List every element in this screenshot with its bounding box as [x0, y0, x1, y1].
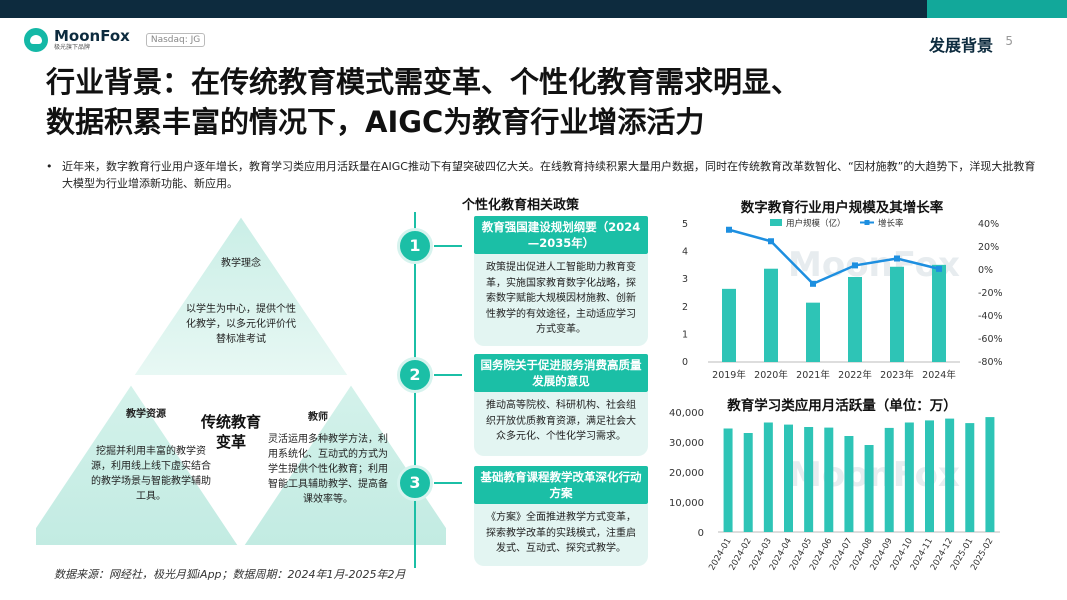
policy-connector-2 — [434, 374, 462, 376]
policy-number-1: 1 — [397, 228, 433, 264]
chart1-bar — [890, 266, 904, 362]
pyramid-center-triangle — [131, 382, 351, 547]
chart2-bar — [784, 424, 793, 532]
chart2-bar — [804, 427, 814, 532]
chart2-y-tick: 10,000 — [669, 498, 704, 509]
logo-subtitle: 极光旗下品牌 — [54, 44, 91, 51]
moonfox-logo-icon — [24, 28, 48, 52]
chart1-yright-tick: -40% — [978, 311, 1003, 322]
policy-header-3: 基础教育课程教学改革深化行动方案 — [474, 466, 648, 504]
top-bar-accent — [927, 0, 1067, 18]
pyramid-right-label: 教师 — [308, 412, 328, 423]
policy-body-1: 政策提出促进人工智能助力教育变革，实施国家教育数字化战略，探索数字赋能大规模因材… — [474, 254, 648, 346]
chart1-bar — [848, 276, 862, 362]
chart1-yleft-tick: 3 — [682, 274, 688, 285]
chart1-x-tick: 2024年 — [922, 369, 956, 381]
chart1-yright-tick: -60% — [978, 334, 1003, 345]
policy-number-2: 2 — [397, 357, 433, 393]
pyramid-top-label: 教学理念 — [221, 258, 261, 269]
chart1-yleft-tick: 0 — [682, 357, 688, 368]
page-title: 行业背景：在传统教育模式需变革、个性化教育需求明显、 数据积累丰富的情况下，AI… — [46, 62, 1006, 142]
chart2-bar — [945, 418, 955, 532]
chart2-bar — [763, 422, 773, 532]
chart1-growth-point — [894, 255, 900, 262]
data-source-note: 数据来源：网经社，极光月狐iApp；数据周期：2024年1月-2025年2月 — [54, 568, 406, 581]
chart1-yright-tick: -20% — [978, 288, 1003, 299]
chart1-growth-point — [852, 262, 858, 269]
chart1-bar — [806, 302, 820, 362]
chart1-x-tick: 2022年 — [838, 369, 872, 381]
chart2-bar — [985, 417, 995, 532]
chart2-bar — [743, 433, 753, 532]
chart1-x-tick: 2023年 — [880, 369, 914, 381]
chart2-bar — [824, 427, 834, 532]
page-title-line2: 数据积累丰富的情况下，AIGC为教育行业增添活力 — [46, 105, 705, 139]
chart1-yright-tick: 0% — [978, 265, 993, 276]
policy-section-title: 个性化教育相关政策 — [462, 198, 580, 213]
chart1-x-tick: 2019年 — [712, 369, 746, 381]
intro-bullet: 近年来，数字教育行业用户逐年增长，教育学习类应用月活跃量在AIGC推动下有望突破… — [46, 158, 1036, 192]
policy-body-2: 推动高等院校、科研机构、社会组织开放优质教育资源，满足社会大众多元化、个性化学习… — [474, 392, 648, 456]
chart1-legend-bars: 用户规模（亿） — [786, 218, 846, 229]
chart1-yleft-tick: 1 — [682, 329, 688, 340]
chart2-y-tick: 30,000 — [669, 438, 704, 449]
chart1-yright-tick: 20% — [978, 242, 999, 253]
policy-number-3: 3 — [397, 465, 433, 501]
chart2-watermark: MoonFox — [788, 455, 960, 495]
chart1-yleft-tick: 5 — [682, 219, 688, 230]
chart2-y-tick: 20,000 — [669, 468, 704, 479]
chart2-bar — [864, 445, 874, 532]
pyramid-left-text: 挖掘并利用丰富的教学资源，利用线上线下虚实结合的教学场景与智能教学辅助工具。 — [91, 446, 211, 502]
section-title: 发展背景 — [928, 36, 993, 55]
user-scale-chart: MoonFox 用户规模（亿） 增长率 0 1 2 3 4 5 40% 20% 0% -20% -40%… — [682, 218, 1003, 381]
pyramid-center-title: 传统教育变革 — [200, 413, 261, 451]
chart1-growth-point — [726, 226, 732, 233]
pyramid-top-text: 以学生为中心，提供个性化教学，以多元化评价代替标准考试 — [186, 304, 296, 345]
chart1-legend-swatch-bars — [770, 219, 782, 226]
chart1-yleft-tick: 4 — [682, 247, 688, 258]
chart2-bar — [844, 436, 854, 532]
ticker-badge: Nasdaq: JG — [145, 33, 206, 47]
logo-name: MoonFox — [54, 27, 130, 45]
policy-header-2: 国务院关于促进服务消费高质量发展的意见 — [474, 354, 648, 392]
chart1-yright-tick: 40% — [978, 219, 999, 230]
chart1-yright-tick: -80% — [978, 357, 1003, 368]
chart2-y-tick: 40,000 — [669, 408, 704, 419]
policy-header-1: 教育强国建设规划纲要（2024—2035年） — [474, 216, 648, 254]
chart1-watermark: MoonFox — [788, 245, 960, 285]
chart1-bar — [764, 268, 778, 362]
chart2-bar — [965, 423, 975, 532]
chart1-yleft-tick: 2 — [682, 302, 688, 313]
page-title-line1: 行业背景：在传统教育模式需变革、个性化教育需求明显、 — [46, 65, 801, 99]
chart2-bar — [925, 420, 934, 532]
policy-connector-3 — [434, 482, 462, 484]
pyramid-right-text: 灵活运用多种教学方法，利用系统化、互动式的方式为学生提供个性化教育；利用智能工具… — [268, 434, 388, 505]
pyramid-shapes — [17, 210, 465, 549]
policy-body-3: 《方案》全面推进教学方式变革，探索教学改革的实践模式，注重启发式、互动式、探究式… — [474, 504, 648, 566]
policy-connector-1 — [434, 245, 462, 247]
chart1-growth-line — [728, 228, 940, 286]
moonfox-logo: MoonFox 极光旗下品牌 Nasdaq: JG — [24, 27, 206, 52]
chart1-bar — [932, 264, 946, 362]
chart1-growth-point — [810, 280, 816, 287]
chart2-bar — [904, 422, 914, 532]
chart1-x-tick: 2020年 — [754, 369, 788, 381]
chart2-bar — [723, 428, 733, 532]
chart2-bar — [884, 427, 894, 532]
mau-chart: MoonFox 010,00020,00030,00040,0002024-01… — [669, 408, 1000, 572]
chart1-x-tick: 2021年 — [796, 369, 830, 381]
chart2-y-tick: 0 — [698, 528, 704, 539]
pyramid-left-label: 教学资源 — [126, 409, 166, 420]
top-bar — [0, 0, 1067, 18]
chart1-bar — [722, 288, 736, 362]
chart1-growth-point — [936, 265, 942, 272]
chart1-legend-marker — [864, 220, 870, 225]
chart1-title: 数字教育行业用户规模及其增长率 — [740, 200, 944, 216]
chart2-title: 教育学习类应用月活跃量（单位：万） — [727, 398, 957, 414]
pyramid-top-triangle — [127, 210, 355, 379]
chart1-legend-line: 增长率 — [878, 218, 904, 229]
education-pyramid-diagram: 教学理念 以学生为中心，提供个性化教学，以多元化评价代替标准考试 教学资源 挖掘… — [17, 210, 465, 568]
chart1-growth-point — [768, 238, 774, 245]
page-number: 5 — [1005, 34, 1013, 48]
